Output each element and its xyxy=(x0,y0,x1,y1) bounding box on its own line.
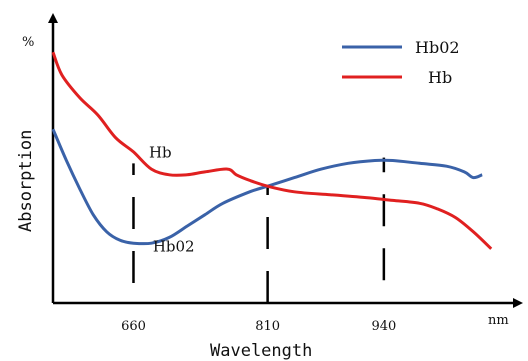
y-axis-label: Absorption xyxy=(16,130,36,232)
series-line-hbo2 xyxy=(51,128,483,246)
curve-annotations: Hb Hb02 xyxy=(149,144,195,256)
curve-annotation-0: Hb xyxy=(149,144,172,162)
y-unit-label: % xyxy=(22,35,34,50)
series-line-hb xyxy=(51,51,493,250)
x-unit-label: nm xyxy=(488,313,509,328)
x-tick-label: 940 xyxy=(371,319,396,334)
legend: Hb02 Hb xyxy=(342,38,460,87)
legend-label-hb: Hb xyxy=(428,68,452,87)
x-tick-label: 810 xyxy=(255,319,280,334)
x-tick-label: 660 xyxy=(121,319,146,334)
x-tick-labels: 660 810 940 xyxy=(121,319,396,334)
legend-label-hbo2: Hb02 xyxy=(415,38,460,57)
curve-annotation-1: Hb02 xyxy=(153,238,195,256)
marker-lines xyxy=(132,157,386,303)
x-axis-label: Wavelength xyxy=(210,341,312,361)
